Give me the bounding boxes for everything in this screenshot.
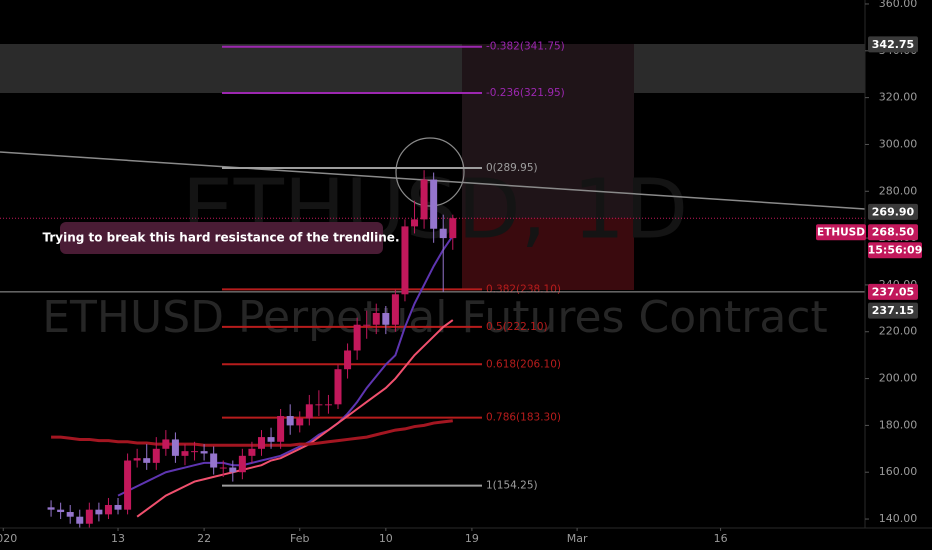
candle-body xyxy=(104,504,112,515)
x-tick-label: 22 xyxy=(197,532,211,545)
countdown: 15:56:09 xyxy=(868,244,923,257)
x-tick-label: 19 xyxy=(465,532,479,545)
price-label-box xyxy=(868,302,918,319)
candle-body xyxy=(411,219,419,227)
price-label-box xyxy=(868,224,918,241)
price-label-box xyxy=(868,36,918,53)
candle-body xyxy=(191,451,199,453)
y-tick-label: 360.00 xyxy=(879,0,918,10)
fib-label: 1(154.25) xyxy=(486,480,538,492)
candle-body xyxy=(47,507,55,510)
y-tick-label: 320.00 xyxy=(879,91,918,104)
marks: -0.382(341.75) -0.236(321.95) 0(289.95) 0.3… xyxy=(0,41,865,528)
fib-label: -0.236(321.95) xyxy=(486,87,565,99)
price-label-box xyxy=(868,203,918,220)
symbol-tag: ETHUSD xyxy=(817,227,865,239)
candle-body xyxy=(248,448,256,456)
zone-box xyxy=(0,44,865,93)
target-box xyxy=(462,44,634,218)
candle-body xyxy=(353,324,361,351)
y-tick-label: 220.00 xyxy=(879,325,918,338)
candle-body xyxy=(315,404,323,406)
candle-body xyxy=(66,512,74,517)
moving-average xyxy=(117,235,454,497)
candle-body xyxy=(401,226,409,295)
y-tick-label: 140.00 xyxy=(879,512,918,525)
candle-body xyxy=(210,453,218,468)
candle-body xyxy=(124,460,132,510)
candle-body xyxy=(257,437,265,449)
plot-area: ETHUSD, 1D ETHUSD Perpetual Futures Cont… xyxy=(0,41,865,528)
candle-body xyxy=(420,179,428,220)
candle-body xyxy=(114,504,122,510)
countdown-box xyxy=(868,242,922,259)
y-tick-label: 200.00 xyxy=(879,372,918,385)
price-label: 269.90 xyxy=(872,205,915,218)
candle-body xyxy=(324,404,332,406)
candle-body xyxy=(219,467,227,469)
price-label: 268.50 xyxy=(872,226,915,239)
y-tick-label: 160.00 xyxy=(879,465,918,478)
candle-body xyxy=(439,228,447,239)
candle-body xyxy=(296,418,304,426)
price-label: 237.15 xyxy=(872,304,914,317)
price-label-box xyxy=(868,283,918,300)
fib-label: 0.618(206.10) xyxy=(486,358,561,370)
highlight-circle xyxy=(395,137,465,207)
candle-body xyxy=(229,467,237,473)
candle-body xyxy=(152,448,160,463)
fib-label: 0(289.95) xyxy=(486,162,538,174)
annotation: Trying to break this hard resistance of … xyxy=(42,231,399,245)
price-label: 237.05 xyxy=(872,285,914,298)
candle-body xyxy=(334,369,342,405)
x-tick-label: Feb xyxy=(290,532,309,545)
candle-body xyxy=(200,451,208,454)
x-tick-label: 13 xyxy=(111,532,125,545)
fib-label: 0.382(238.10) xyxy=(486,283,561,295)
price-label: 342.75 xyxy=(872,38,914,51)
moving-average xyxy=(136,319,454,518)
candle-body xyxy=(305,404,313,419)
candle-body xyxy=(391,294,399,325)
candle-body xyxy=(286,416,294,426)
x-tick-label: 10 xyxy=(379,532,393,545)
symbol-tag-box xyxy=(816,224,866,241)
annotation-bubble xyxy=(60,222,383,254)
candle-body xyxy=(57,509,65,513)
candle-body xyxy=(449,218,457,239)
x-tick-label: 16 xyxy=(714,532,728,545)
candle-body xyxy=(95,509,103,515)
candle-body xyxy=(76,516,84,524)
candle-body xyxy=(85,509,93,524)
candle-body xyxy=(133,458,141,461)
candle-body xyxy=(181,451,189,456)
candle-body xyxy=(171,439,179,456)
candle-body xyxy=(344,350,352,370)
candle-body xyxy=(277,416,285,442)
fib-label: -0.382(341.75) xyxy=(486,41,565,53)
y-tick-label: 180.00 xyxy=(879,418,918,431)
candle-body xyxy=(372,313,380,325)
x-tick-label: Mar xyxy=(567,532,588,545)
candle-body xyxy=(143,458,151,463)
x-tick-label: 2020 xyxy=(0,532,17,545)
candle-body xyxy=(267,437,275,442)
fib-label: 0.5(222.10) xyxy=(486,321,548,333)
y-tick-label: 280.00 xyxy=(879,184,918,197)
y-tick-label: 300.00 xyxy=(879,137,918,150)
candle-body xyxy=(363,324,371,326)
candle-body xyxy=(162,439,170,449)
stop-box xyxy=(462,218,634,290)
candle-body xyxy=(238,455,246,473)
candle-body xyxy=(430,179,438,229)
fib-label: 0.786(183.30) xyxy=(486,412,561,424)
candle-body xyxy=(382,313,390,325)
